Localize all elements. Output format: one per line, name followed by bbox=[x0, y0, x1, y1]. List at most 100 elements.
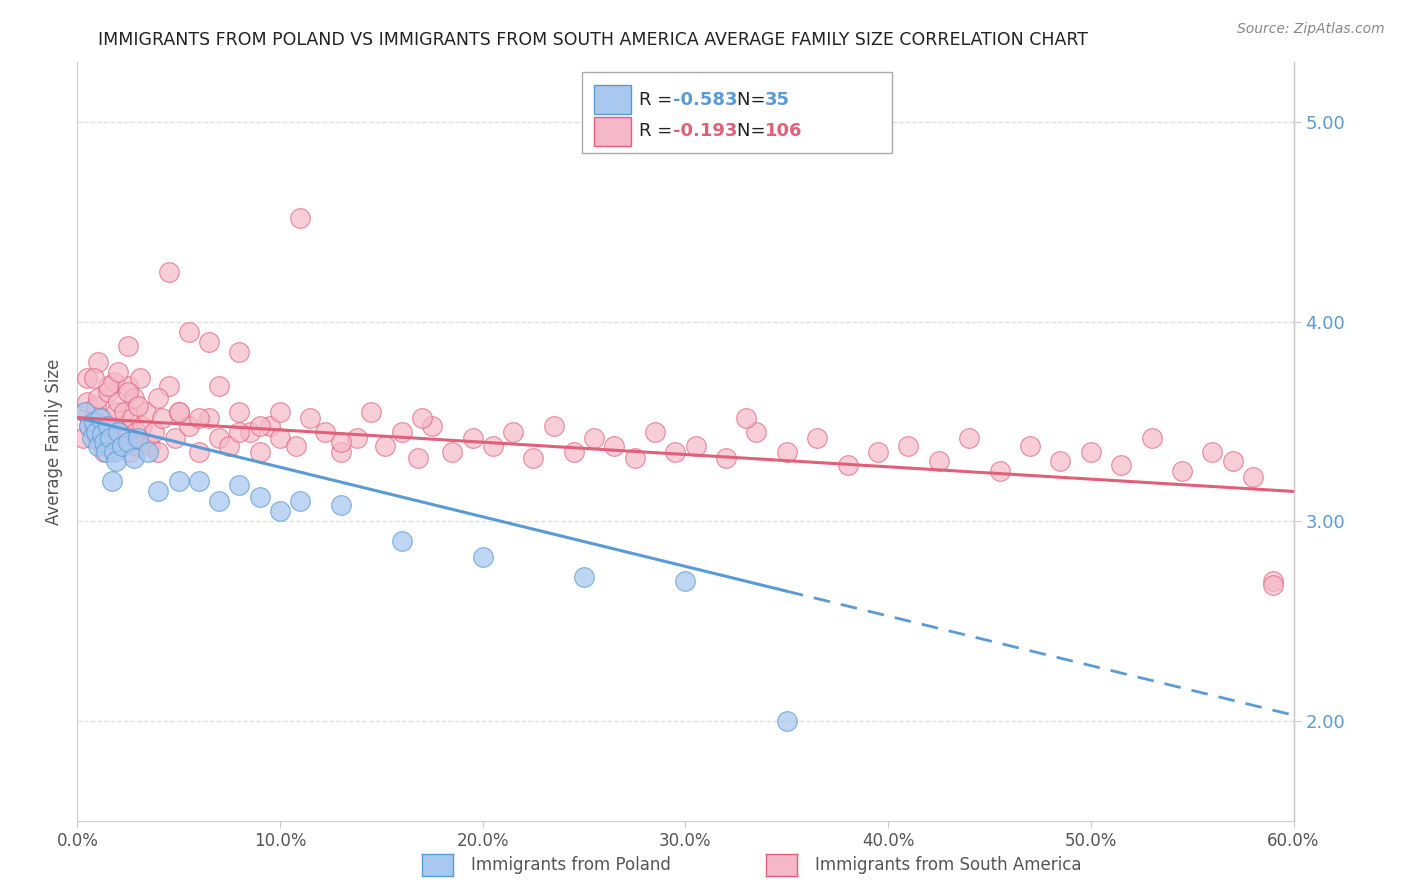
Point bbox=[152, 410, 174, 425]
Point bbox=[1049, 454, 1071, 468]
Point bbox=[228, 404, 250, 418]
Point bbox=[290, 211, 312, 225]
Point bbox=[391, 425, 413, 439]
Point bbox=[471, 550, 494, 565]
Point bbox=[1263, 574, 1285, 589]
Point bbox=[121, 410, 143, 425]
Point bbox=[101, 431, 124, 445]
Point bbox=[1263, 578, 1285, 592]
Point bbox=[269, 504, 291, 518]
Point bbox=[135, 404, 157, 418]
Point bbox=[269, 404, 291, 418]
Point bbox=[543, 418, 565, 433]
Point bbox=[148, 484, 170, 499]
Point bbox=[623, 450, 645, 465]
Point bbox=[957, 431, 980, 445]
Point bbox=[406, 450, 429, 465]
Point bbox=[522, 450, 544, 465]
Point bbox=[108, 425, 131, 439]
Point bbox=[115, 431, 138, 445]
Point bbox=[163, 431, 186, 445]
Text: Source: ZipAtlas.com: Source: ZipAtlas.com bbox=[1237, 22, 1385, 37]
Point bbox=[714, 450, 737, 465]
Point bbox=[675, 574, 697, 589]
Point bbox=[127, 399, 149, 413]
Y-axis label: Average Family Size: Average Family Size bbox=[45, 359, 63, 524]
Point bbox=[167, 404, 190, 418]
Point bbox=[107, 365, 129, 379]
Point bbox=[83, 415, 105, 429]
Point bbox=[188, 410, 211, 425]
Point bbox=[167, 475, 190, 489]
Point bbox=[776, 444, 799, 458]
Text: N=: N= bbox=[737, 91, 770, 109]
Point bbox=[90, 410, 112, 425]
Point bbox=[1080, 444, 1102, 458]
Point bbox=[806, 431, 828, 445]
Point bbox=[391, 534, 413, 549]
Point bbox=[198, 334, 221, 349]
Point bbox=[1222, 454, 1244, 468]
Text: R =: R = bbox=[640, 122, 678, 140]
Point bbox=[111, 418, 134, 433]
Point bbox=[79, 418, 101, 433]
Point bbox=[97, 378, 120, 392]
Point bbox=[104, 454, 127, 468]
Point bbox=[127, 438, 149, 452]
Point bbox=[1201, 444, 1223, 458]
Point bbox=[107, 394, 129, 409]
Point bbox=[188, 444, 211, 458]
Point bbox=[866, 444, 889, 458]
Point bbox=[112, 404, 135, 418]
Point bbox=[1109, 458, 1132, 473]
Point bbox=[86, 355, 108, 369]
Point bbox=[603, 438, 626, 452]
Point bbox=[98, 438, 121, 452]
Point bbox=[148, 444, 170, 458]
Point bbox=[572, 570, 595, 584]
Point bbox=[411, 410, 433, 425]
Point bbox=[76, 394, 98, 409]
Point bbox=[103, 375, 125, 389]
Point bbox=[208, 494, 231, 508]
Point bbox=[89, 434, 111, 449]
Point bbox=[299, 410, 322, 425]
Point bbox=[97, 384, 120, 399]
Point bbox=[1019, 438, 1042, 452]
Point bbox=[346, 431, 368, 445]
Point bbox=[127, 431, 149, 445]
Point bbox=[208, 378, 231, 392]
Point bbox=[117, 378, 139, 392]
Point bbox=[83, 425, 105, 439]
Point bbox=[122, 450, 145, 465]
Point bbox=[928, 454, 950, 468]
Point bbox=[1171, 465, 1194, 479]
Point bbox=[86, 438, 108, 452]
Point bbox=[837, 458, 859, 473]
Point bbox=[118, 444, 141, 458]
Point bbox=[79, 418, 101, 433]
Text: N=: N= bbox=[737, 122, 770, 140]
Text: 106: 106 bbox=[765, 122, 801, 140]
Point bbox=[103, 444, 125, 458]
Point bbox=[80, 431, 103, 445]
Point bbox=[143, 425, 166, 439]
Point bbox=[988, 465, 1011, 479]
Point bbox=[83, 370, 105, 384]
Point bbox=[97, 418, 120, 433]
Point bbox=[1140, 431, 1163, 445]
Point bbox=[76, 370, 98, 384]
FancyBboxPatch shape bbox=[595, 85, 631, 114]
Point bbox=[104, 404, 127, 418]
Point bbox=[177, 325, 200, 339]
Point bbox=[664, 444, 686, 458]
Point bbox=[131, 418, 153, 433]
Point bbox=[420, 418, 443, 433]
Point bbox=[228, 344, 250, 359]
Text: Immigrants from South America: Immigrants from South America bbox=[815, 856, 1083, 874]
Text: R =: R = bbox=[640, 91, 678, 109]
Point bbox=[136, 444, 159, 458]
Point bbox=[502, 425, 524, 439]
Point bbox=[1241, 470, 1264, 484]
Point bbox=[177, 418, 200, 433]
